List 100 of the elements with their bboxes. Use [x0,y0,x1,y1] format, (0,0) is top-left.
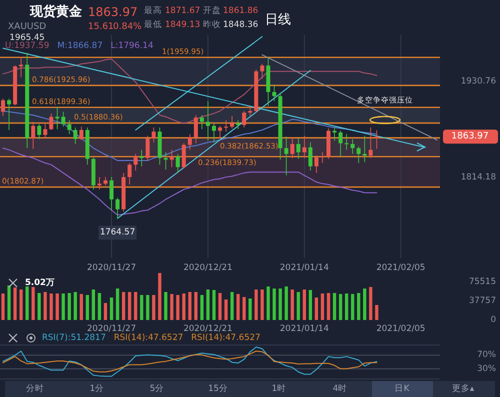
candlestick [1,98,6,116]
bar [357,293,360,320]
text: 1分 [90,383,104,394]
bar [104,303,108,320]
bar [170,294,174,320]
candlestick [43,122,48,139]
candlestick [308,142,312,171]
candlestick [320,152,324,164]
candlestick [116,197,120,220]
annotation: 1764.57 [100,228,136,238]
bar [50,294,53,320]
bar [302,290,306,320]
bar [116,288,120,320]
bar [344,294,348,320]
text: 更多▴ [452,383,475,394]
candlestick [31,121,36,150]
y-tick-label: 75515 [468,277,496,288]
bar [266,286,270,320]
series-label: U:1937.59 [5,41,50,51]
candlestick [194,114,198,144]
candlestick [170,149,174,168]
candlestick [67,120,72,135]
candlestick [332,127,337,142]
text: 4时 [332,383,348,394]
bar [242,297,246,320]
text: 昨收 [203,19,221,30]
candlestick [152,127,156,143]
text: 日K [394,384,410,394]
candlestick [338,130,343,157]
candlestick [224,120,228,132]
candlestick [61,111,66,128]
text: RSI(14):47.6527 [191,333,260,343]
y-tick-label: 1930.76 [460,76,496,86]
bar [164,292,168,320]
text: 最低 [144,19,162,30]
bar [296,292,300,320]
candlestick [218,125,222,139]
bar [308,290,312,320]
text: 开盘 [203,5,221,16]
candlestick [314,155,318,174]
bar [369,287,372,320]
bar [176,295,180,320]
x-tick-label: 2020/11/27 [87,324,136,334]
bar [7,286,11,320]
bar [351,294,354,320]
bar [272,288,276,320]
bar [206,290,210,320]
text: 0.84% [113,22,142,32]
bar [92,290,96,320]
text: 分时 [26,383,44,394]
x-tick-label: 2021/01/14 [280,324,329,334]
text: 现货黄金 [29,4,83,20]
candlestick [302,135,306,158]
bar [68,293,71,320]
candlestick [206,100,210,142]
bar [363,288,366,320]
candlestick [200,114,204,130]
y-tick-label: 37757 [468,296,496,306]
bar [98,293,102,320]
candlestick [164,152,168,170]
candlestick [73,127,78,144]
y-tick-label: 0 [490,315,496,325]
candlestick [146,135,150,161]
candlestick [236,120,240,130]
candlestick [37,124,42,140]
text: XAUUSD [8,22,46,32]
bar [254,290,258,320]
bar [248,298,252,320]
bar [44,292,47,320]
bar [260,290,264,320]
candlestick [128,162,132,185]
line-series [2,350,378,372]
bar [122,292,126,320]
bar [128,292,132,320]
bar [32,287,35,320]
text: RSI(7):51.2817 [42,333,106,343]
bar [375,305,378,320]
y-tick-label: 1814.18 [460,172,496,183]
bar [56,294,59,320]
line-series [2,148,378,216]
line-series [2,346,378,377]
bar [74,292,77,320]
candlestick [260,64,264,80]
candlestick [110,176,114,210]
annotation: 1965.45 [10,32,45,43]
x-tick-label: 2021/01/14 [280,263,329,273]
text: 5分 [150,383,164,394]
bar [86,295,89,320]
text: 1861.86 [223,6,258,16]
bar [140,295,144,320]
bar [278,288,282,320]
text: 1848.36 [223,20,258,30]
text: 最高 [144,5,162,16]
bar [338,294,342,320]
x-tick-label: 2020/11/27 [87,263,136,273]
text: 1时 [272,383,286,394]
candlestick [176,154,180,174]
bar [326,293,330,320]
text: 1863.97 [88,5,138,19]
x-tick-label: 2020/12/21 [183,263,232,273]
